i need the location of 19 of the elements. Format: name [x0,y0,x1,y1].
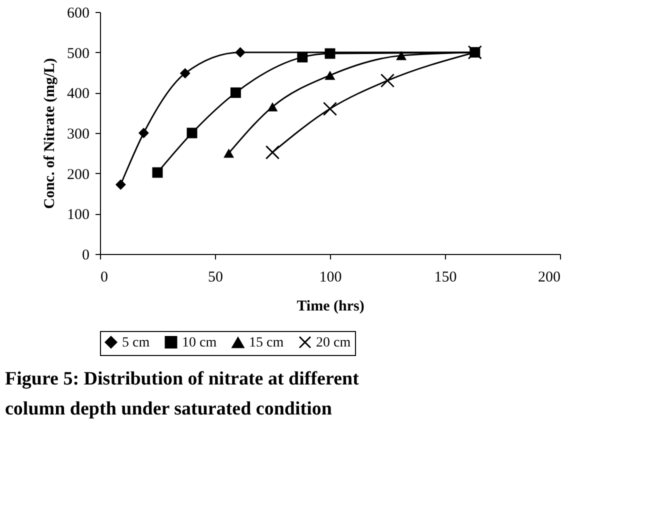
x-axis-title: Time (hrs) [296,298,364,314]
y-tick-label: 0 [82,248,90,264]
y-tick-label: 600 [67,6,90,22]
y-axis-title: Conc. of Nitrate (mg/L) [42,58,58,209]
legend-label: 20 cm [316,335,351,350]
x-tick-label: 200 [538,270,560,286]
y-tick-label: 500 [67,46,90,62]
legend-label: 15 cm [249,336,284,351]
y-tick-label: 300 [67,126,90,142]
legend-label: 10 cm [182,335,217,350]
legend-label: 5 cm [122,335,150,350]
caption: Figure 5: Distribution of nitrate at different column depth under saturated condition [5,368,360,420]
x-tick-label: 0 [100,270,108,286]
x-tick-label: 50 [208,270,223,286]
y-tick-label: 200 [67,166,90,183]
x-tick-label: 100 [319,270,342,286]
x-tick-label: 150 [434,270,457,286]
y-tick-label: 100 [67,207,90,224]
y-tick-label: 400 [67,86,90,102]
